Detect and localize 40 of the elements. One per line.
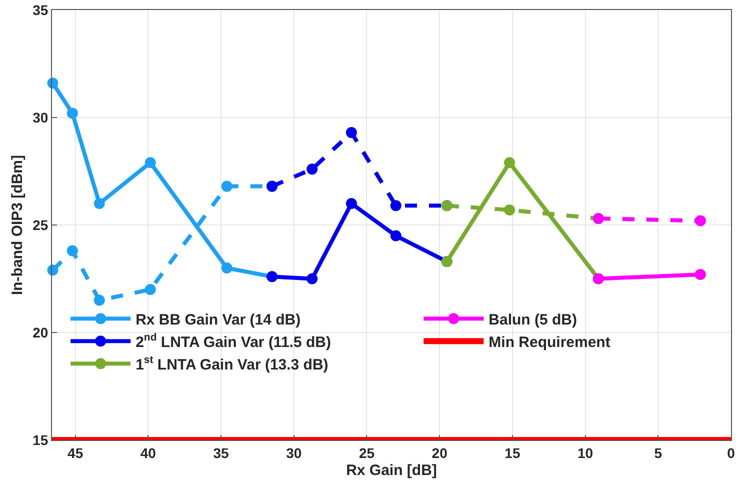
x-tick-label: 20 (432, 444, 448, 461)
x-tick-label: 25 (358, 444, 375, 461)
point (144, 284, 156, 295)
point (94, 294, 105, 306)
x-tick-label: 40 (140, 444, 156, 461)
x-tick-label: 45 (68, 444, 84, 461)
point (306, 164, 318, 175)
x-tick-label: 5 (654, 444, 662, 461)
point (306, 273, 318, 284)
x-tick-label: 10 (578, 444, 594, 461)
y-tick-label: 20 (32, 324, 48, 340)
x-tick-label: 15 (504, 444, 520, 461)
point (390, 230, 402, 242)
point (66, 245, 78, 256)
point (144, 157, 156, 168)
point (504, 157, 516, 168)
x-tick-label: 0 (727, 444, 736, 461)
x-tick-label: 30 (286, 444, 302, 461)
point (94, 198, 105, 209)
legend-label: Balun (5 dB) (488, 312, 578, 328)
point (221, 262, 232, 274)
y-tick-label: 25 (32, 216, 48, 233)
legend-label: Rx BB Gain Var (14 dB) (136, 312, 301, 328)
legend-label: 1$^{st}$ LNTA Gain Var (13.3 dB) (136, 354, 328, 374)
point (346, 198, 357, 209)
point (694, 268, 706, 280)
point (346, 127, 357, 138)
y-axis-title: In-band OIP3 [dBm] (8, 155, 26, 295)
y-tick-label: 30 (32, 109, 48, 126)
point (504, 204, 516, 216)
y-tick-label: 15 (32, 432, 48, 448)
point (694, 215, 706, 226)
legend-label: Min Requirement (488, 334, 610, 351)
legend-label: 2$^{nd}$ LNTA Gain Var (11.5 dB) (136, 332, 331, 351)
x-tick-label: 35 (213, 444, 230, 461)
point (390, 200, 402, 212)
y-tick-label: 35 (32, 2, 48, 18)
point (66, 108, 78, 119)
point (221, 180, 232, 192)
x-axis-title: Rx Gain [dB] (346, 462, 437, 479)
